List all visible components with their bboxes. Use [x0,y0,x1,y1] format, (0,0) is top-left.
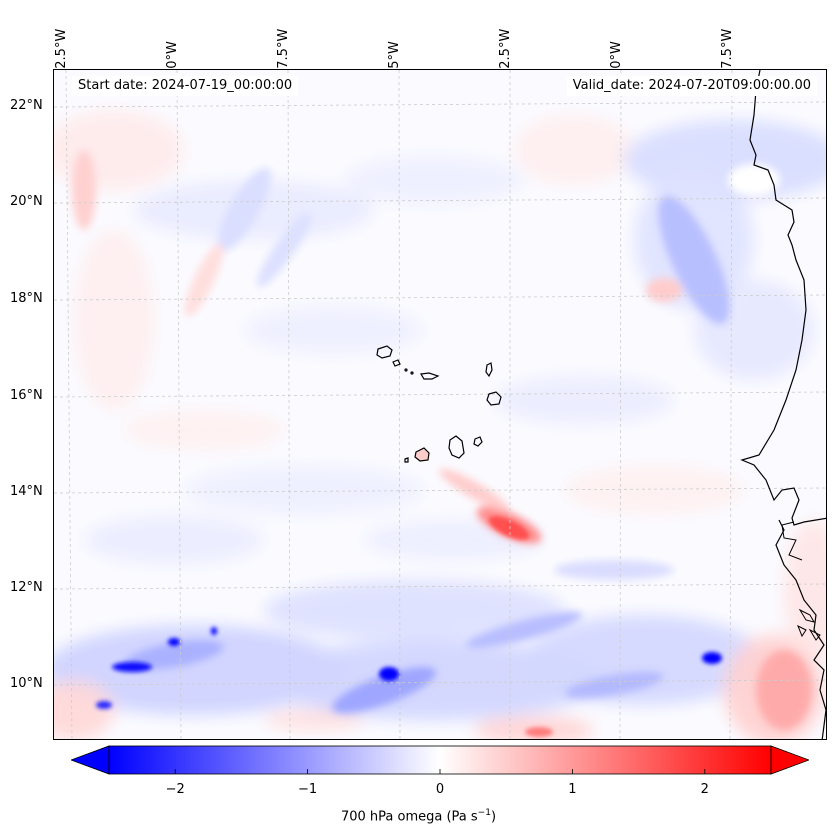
cape-verde-islands [376,345,502,463]
lat-label-20n: 20°N [10,194,43,209]
valid-date-label: Valid_date: 2024-07-20T09:00:00.00 [566,76,817,96]
lat-label-14n: 14°N [10,484,43,499]
lat-label-16n: 16°N [10,388,43,403]
lat-label-12n: 12°N [10,580,43,595]
africa-coastline [740,70,826,739]
colorbar-tickmarks [174,769,706,774]
omega-colorbar [71,745,809,775]
lat-label-22n: 22°N [10,98,43,113]
colorbar-label-suffix: ) [490,809,497,825]
coast-islands-bissagos [797,608,821,641]
colorbar-label: 700 hPa omega (Pa s−1) [0,808,837,824]
colorbar-extend-max [770,745,809,775]
cb-tick-2: 2 [700,782,709,797]
coast-inlet [781,521,803,561]
map-gridlines [54,70,826,739]
omega-field-svg [54,70,826,739]
lat-label-18n: 18°N [10,291,43,306]
lat-label-10n: 10°N [10,676,43,691]
colorbar-extend-min [71,745,110,775]
omega-cores [96,516,722,737]
cb-tick-neg2: −2 [165,782,185,797]
colorbar-label-exp: −1 [477,808,491,818]
colorbar-label-prefix: 700 hPa omega (Pa s [340,809,478,825]
cb-tick-0: 0 [435,782,445,797]
cb-tick-1: 1 [568,782,577,797]
omega-map [53,69,827,740]
start-date-label: Start date: 2024-07-19_00:00:00 [72,76,299,96]
cb-tick-neg1: −1 [298,782,318,797]
